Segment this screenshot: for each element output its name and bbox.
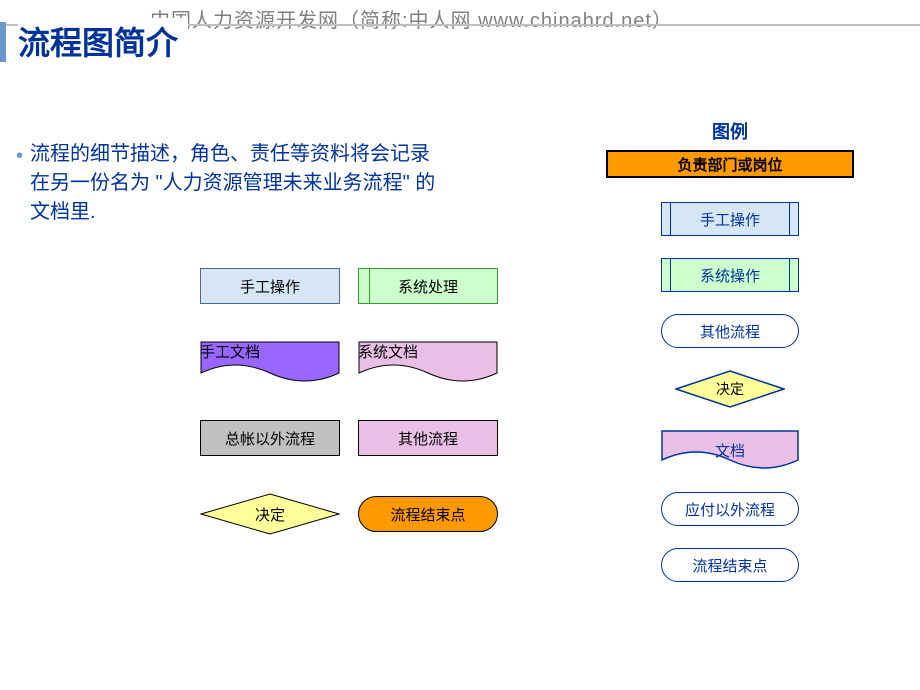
legend-panel: 图例 负责部门或岗位 手工操作 系统操作 其他流程 决定 文档 应付以外流程 流… (600, 118, 860, 582)
legend-title: 图例 (712, 118, 748, 144)
grid-row: 手工操作 系统处理 (200, 265, 498, 307)
gl-other-flow-box: 总帐以外流程 (200, 420, 340, 456)
decision-shape: 决定 (200, 493, 340, 535)
legend-system-op-box: 系统操作 (661, 258, 799, 292)
manual-operation-box: 手工操作 (200, 268, 340, 304)
legend-document-label: 文档 (715, 440, 745, 461)
system-document-label: 系统文档 (358, 344, 418, 361)
other-flow-box: 其他流程 (358, 420, 498, 456)
decision-label: 决定 (255, 504, 285, 525)
bullet-icon: • (16, 142, 23, 171)
grid-row: 手工文档 系统文档 (200, 341, 498, 383)
legend-ap-flow-box: 应付以外流程 (661, 492, 799, 526)
legend-decision-label: 决定 (716, 379, 744, 399)
manual-document-shape: 手工文档 (200, 341, 340, 383)
shapes-grid: 手工操作 系统处理 手工文档 系统文档 总帐以外流程 其他流程 决定 流程结束点 (200, 265, 498, 569)
legend-terminator-box: 流程结束点 (661, 548, 799, 582)
manual-document-label: 手工文档 (200, 344, 260, 361)
legend-other-flow-box: 其他流程 (661, 314, 799, 348)
grid-row: 决定 流程结束点 (200, 493, 498, 535)
legend-manual-op-box: 手工操作 (661, 202, 799, 236)
page-title: 流程图简介 (18, 18, 188, 64)
legend-decision-shape: 决定 (675, 370, 785, 408)
terminator-shape: 流程结束点 (358, 496, 498, 532)
bullet-text: 流程的细节描述，角色、责任等资料将会记录在另一份名为 "人力资源管理未来业务流程… (30, 143, 435, 223)
system-process-box: 系统处理 (358, 268, 498, 304)
grid-row: 总帐以外流程 其他流程 (200, 417, 498, 459)
legend-column: 手工操作 系统操作 其他流程 决定 文档 应付以外流程 流程结束点 (661, 202, 799, 582)
legend-header-box: 负责部门或岗位 (606, 150, 854, 178)
legend-document-shape: 文档 (661, 430, 799, 470)
bullet-paragraph: • 流程的细节描述，角色、责任等资料将会记录在另一份名为 "人力资源管理未来业务… (30, 140, 440, 227)
system-document-shape: 系统文档 (358, 341, 498, 383)
